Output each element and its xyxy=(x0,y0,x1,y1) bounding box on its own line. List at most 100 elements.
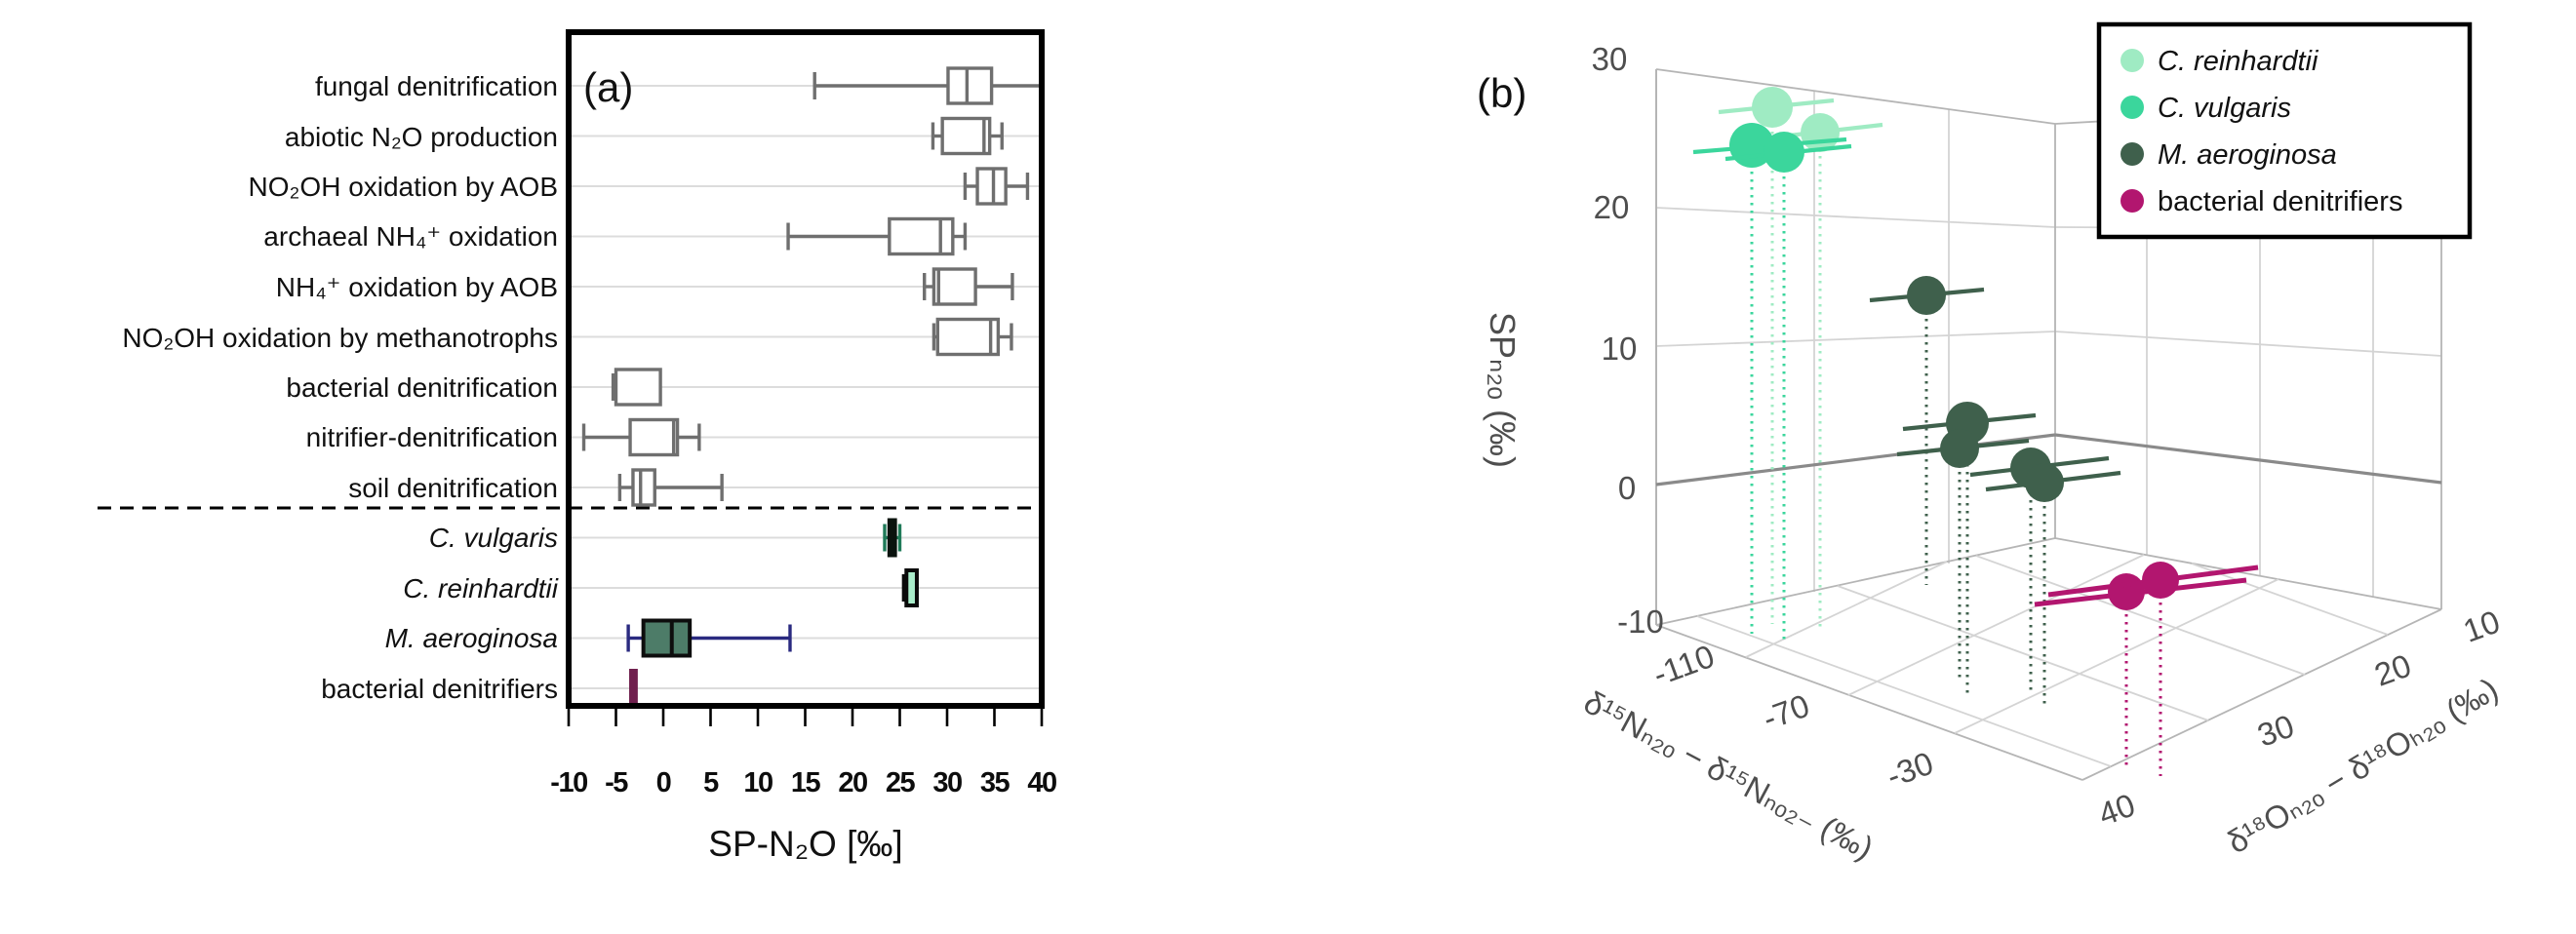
box-row xyxy=(629,669,638,708)
box-row xyxy=(581,417,701,457)
series-m-aeroginosa xyxy=(1869,276,2121,708)
panel-b-3d-scatter: 30 20 10 0 -10-110 -70 -30 10 20 30 40 (b) SPₙ₂ₒ (… xyxy=(1477,21,2505,867)
box-iqr xyxy=(628,417,680,457)
series-c-reinhardtii xyxy=(1718,87,1883,632)
panel-b-label: (b) xyxy=(1477,70,1526,116)
scatter-point xyxy=(2108,573,2145,610)
box-row xyxy=(786,216,968,256)
box-row xyxy=(626,618,792,658)
box-iqr xyxy=(614,368,662,407)
category-label: nitrifier-denitrification xyxy=(306,422,558,452)
panel-b-legend: C. reinhardtii C. vulgaris M. aeroginosa… xyxy=(2096,21,2473,240)
category-label: fungal denitrification xyxy=(315,71,558,101)
floor-gridline xyxy=(1954,578,2279,734)
grid-segment xyxy=(1655,331,2056,347)
x-tick-label: 35 xyxy=(980,767,1011,798)
legend-label: C. reinhardtii xyxy=(2158,46,2319,77)
box-row xyxy=(963,167,1030,206)
z-tick-label: 20 xyxy=(1594,189,1630,225)
z-tick-label: 0 xyxy=(1618,470,1636,506)
box-row xyxy=(923,267,1014,306)
box-iqr xyxy=(931,267,977,306)
box-iqr xyxy=(946,66,994,105)
x-tick-label: 10 xyxy=(743,767,773,798)
z-tick-label: 10 xyxy=(1602,331,1638,367)
category-label: archaeal NH₄⁺ oxidation xyxy=(263,221,558,252)
panel-a-x-axis-title: SP-N₂O [‰] xyxy=(708,824,902,864)
x-tick-label: 0 xyxy=(656,767,671,798)
y-tick-label-3d: 40 xyxy=(2093,787,2139,833)
category-label: bacterial denitrification xyxy=(286,372,558,403)
grid-segment xyxy=(1655,68,2056,125)
scatter-point xyxy=(1907,276,1946,315)
category-label: C. reinhardtii xyxy=(403,573,559,603)
box-iqr xyxy=(904,568,919,607)
box-row xyxy=(812,66,1042,105)
x-tick-label: 40 xyxy=(1027,767,1056,798)
series-c-vulgaris xyxy=(1692,123,1852,640)
legend-label: C. vulgaris xyxy=(2158,93,2291,124)
scatter-point xyxy=(2142,562,2179,599)
box-iqr xyxy=(888,216,955,256)
floor-gridline xyxy=(1975,555,2306,676)
floor-gridline xyxy=(1696,615,2112,767)
scatter-point xyxy=(1940,429,1979,468)
z-zero-line xyxy=(2054,433,2442,485)
z-tick-label: -10 xyxy=(1617,603,1664,640)
y-tick-label-3d: 30 xyxy=(2252,708,2298,754)
legend-label: bacterial denitrifiers xyxy=(2158,186,2402,217)
x-tick-label-3d: -30 xyxy=(1882,745,1937,795)
panel-b-y-axis-title: δ¹⁸Oₙ₂ₒ − δ¹⁸Oₕ₂ₒ (‰) xyxy=(2221,671,2505,861)
category-label: bacterial denitrifiers xyxy=(321,674,558,704)
y-tick-label-3d: 20 xyxy=(2369,647,2415,693)
box-iqr xyxy=(935,317,1001,357)
floor-gridline xyxy=(1847,554,2145,696)
scatter-point xyxy=(1752,87,1793,128)
x-tick-label: 30 xyxy=(932,767,962,798)
floor-gridline xyxy=(1837,585,2209,721)
box-row xyxy=(901,568,919,607)
panel-b-x-axis-title: δ¹⁵Nₙ₂ₒ − δ¹⁵Nₙₒ₂₋ (‰) xyxy=(1578,683,1880,866)
scatter-point xyxy=(2025,463,2064,502)
category-label: NH₄⁺ oxidation by AOB xyxy=(276,272,558,302)
box-row xyxy=(611,368,662,407)
box-iqr xyxy=(940,116,992,156)
panel-a-boxplot: -10 -5 0 5 10 15 20 25 30 35 40 (a) SP-N₂O [‰] fun… xyxy=(98,29,1057,864)
legend-marker-m-aeroginosa xyxy=(2120,142,2144,166)
box-iqr xyxy=(641,618,693,658)
legend-marker-bacterial-denitrifiers xyxy=(2120,189,2144,213)
category-label: C. vulgaris xyxy=(429,523,558,553)
panel-b-data-points xyxy=(1692,87,2259,776)
legend-marker-c-reinhardtii xyxy=(2120,49,2144,72)
category-label: NO₂OH oxidation by methanotrophs xyxy=(122,323,558,353)
box-row xyxy=(617,468,724,507)
series-bacterial-denitrifiers xyxy=(2034,562,2259,776)
floor-gridline xyxy=(1745,561,1948,658)
category-label: NO₂OH oxidation by AOB xyxy=(249,172,558,202)
x-tick-label: 5 xyxy=(703,767,719,798)
category-label: abiotic N₂O production xyxy=(285,122,558,152)
panel-a-label: (a) xyxy=(583,64,633,110)
grid-segment xyxy=(2054,331,2442,357)
x-tick-label: -10 xyxy=(550,767,587,798)
panel-a-boxes xyxy=(581,66,1042,708)
box-row xyxy=(883,518,902,558)
box-row xyxy=(931,116,1004,156)
x-tick-label: 15 xyxy=(791,767,821,798)
y-axis-floor-edge xyxy=(2081,608,2442,781)
floor-edge xyxy=(2054,537,2442,610)
box-iqr xyxy=(631,468,656,507)
x-tick-label: 20 xyxy=(838,767,867,798)
x-axis-floor-edge xyxy=(1655,624,2083,781)
y-tick-label-3d: 10 xyxy=(2458,603,2504,649)
x-tick-label-3d: -70 xyxy=(1758,687,1813,737)
category-label: soil denitrification xyxy=(348,473,558,503)
panel-a-x-ticks: -10 -5 0 5 10 15 20 25 30 35 40 xyxy=(550,709,1057,798)
x-tick-label-3d: -110 xyxy=(1648,638,1719,693)
legend-box xyxy=(2096,21,2473,240)
legend-marker-c-vulgaris xyxy=(2120,96,2144,119)
box-row xyxy=(931,317,1013,357)
scatter-point xyxy=(1764,132,1804,173)
